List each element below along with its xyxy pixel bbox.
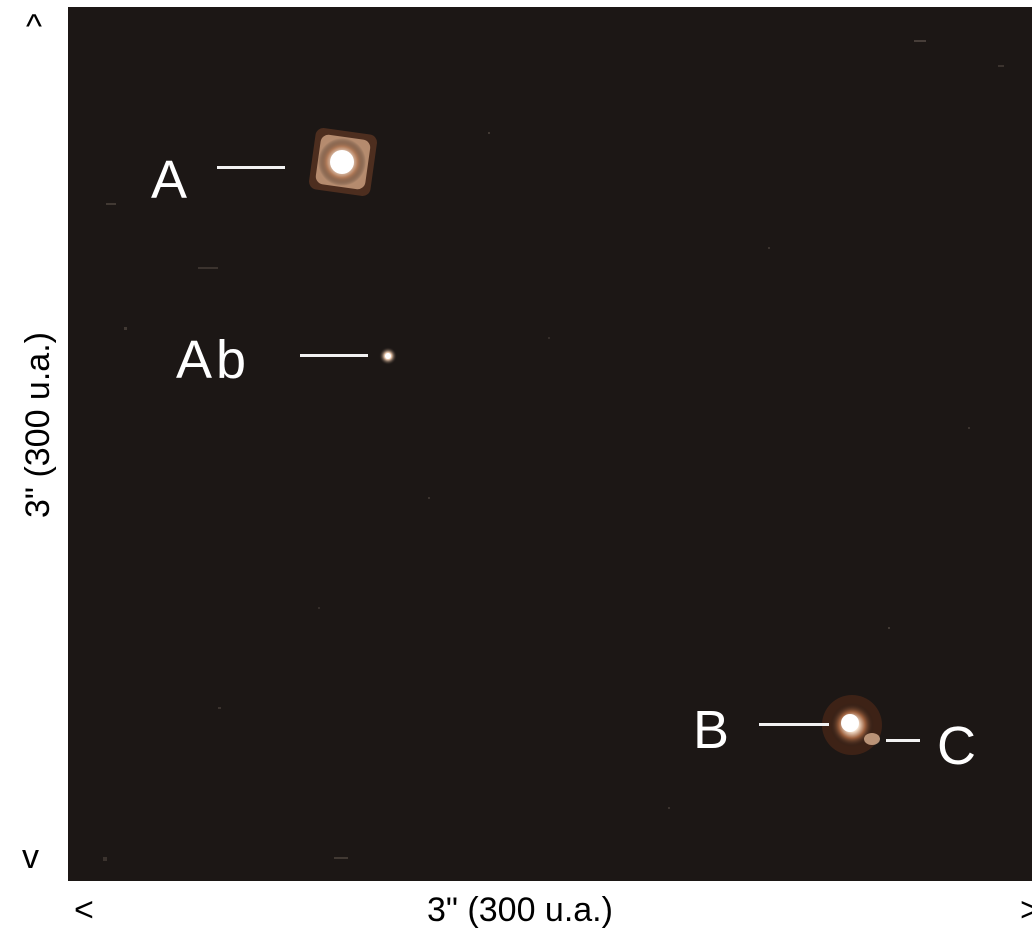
pointer-c bbox=[886, 739, 920, 742]
arrow-down-glyph: v bbox=[22, 838, 39, 876]
pointer-ab bbox=[300, 354, 368, 357]
star-field-svg bbox=[103, 40, 1004, 861]
label-ab: Ab bbox=[176, 330, 251, 390]
horizontal-scale-label: 3" (300 u.a.) bbox=[427, 891, 613, 929]
star-bc bbox=[822, 695, 882, 755]
arrow-right-glyph: > bbox=[1020, 891, 1032, 929]
star-field-image: A Ab B C bbox=[68, 7, 1032, 881]
label-a: A bbox=[151, 150, 188, 210]
arrow-up-glyph: ^ bbox=[26, 8, 42, 46]
arrow-left-glyph: < bbox=[74, 891, 94, 929]
noise-specks bbox=[103, 40, 1004, 861]
star-a bbox=[309, 128, 377, 196]
star-ab bbox=[379, 347, 397, 365]
label-b: B bbox=[693, 700, 730, 760]
label-c: C bbox=[937, 716, 976, 776]
pointer-b bbox=[759, 723, 829, 726]
vertical-scale-label: 3" (300 u.a.) bbox=[19, 332, 57, 518]
pointer-a bbox=[217, 166, 285, 169]
